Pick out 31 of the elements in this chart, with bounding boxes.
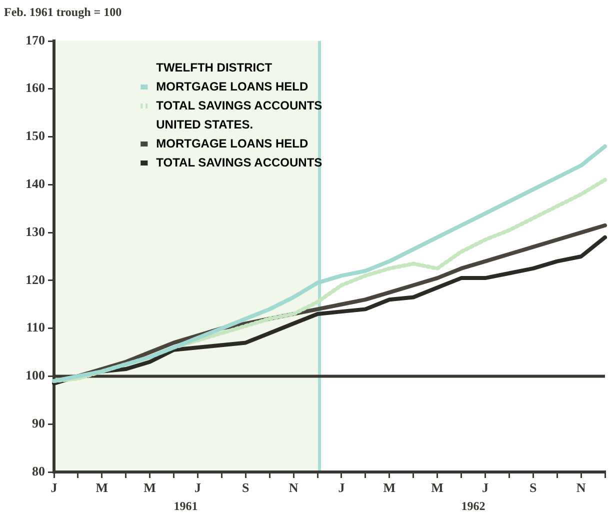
y-tick-label: 90	[32, 415, 45, 430]
x-tick-label: M	[144, 480, 156, 496]
text: 1962	[461, 499, 486, 514]
legend-label: MORTGAGE LOANS HELD	[156, 79, 308, 94]
annotation: TWELFTH DISTRICT	[156, 60, 273, 74]
y-tick-label: 160	[26, 80, 45, 96]
x-tick-label: N	[576, 480, 586, 496]
x-tick-label: M	[431, 480, 444, 496]
y-tick-label: 80	[32, 463, 45, 478]
x-tick-label: N	[288, 480, 299, 496]
y-tick-label: 100	[26, 368, 45, 383]
y-tick-label: 110	[26, 320, 45, 335]
x-tick-label: J	[338, 480, 346, 496]
legend-label: MORTGAGE LOANS HELD	[156, 136, 308, 150]
y-tick-label: 140	[26, 176, 45, 192]
y-tick-label: 120	[26, 272, 45, 287]
legend-label: TOTAL SAVINGS ACCOUNTS	[156, 98, 322, 112]
y-tick-label: 170	[26, 32, 45, 48]
x-tick-label: M	[96, 480, 108, 496]
y-axis-title: Feb. 1961 trough = 100	[4, 5, 122, 19]
y-tick-label: 130	[26, 224, 45, 239]
x-tick-label: M	[383, 480, 396, 496]
x-tick-label: J	[194, 480, 202, 496]
text: 1961	[174, 499, 198, 514]
x-tick-label: J	[482, 480, 489, 496]
x-tick-label: J	[50, 480, 58, 496]
y-tick-label: 150	[26, 128, 45, 144]
x-tick-label: S	[242, 480, 250, 496]
legend-label: TOTAL SAVINGS ACCOUNTS	[156, 155, 322, 170]
x-tick-label: S	[530, 480, 537, 496]
annotation: UNITED STATES.	[156, 117, 254, 132]
